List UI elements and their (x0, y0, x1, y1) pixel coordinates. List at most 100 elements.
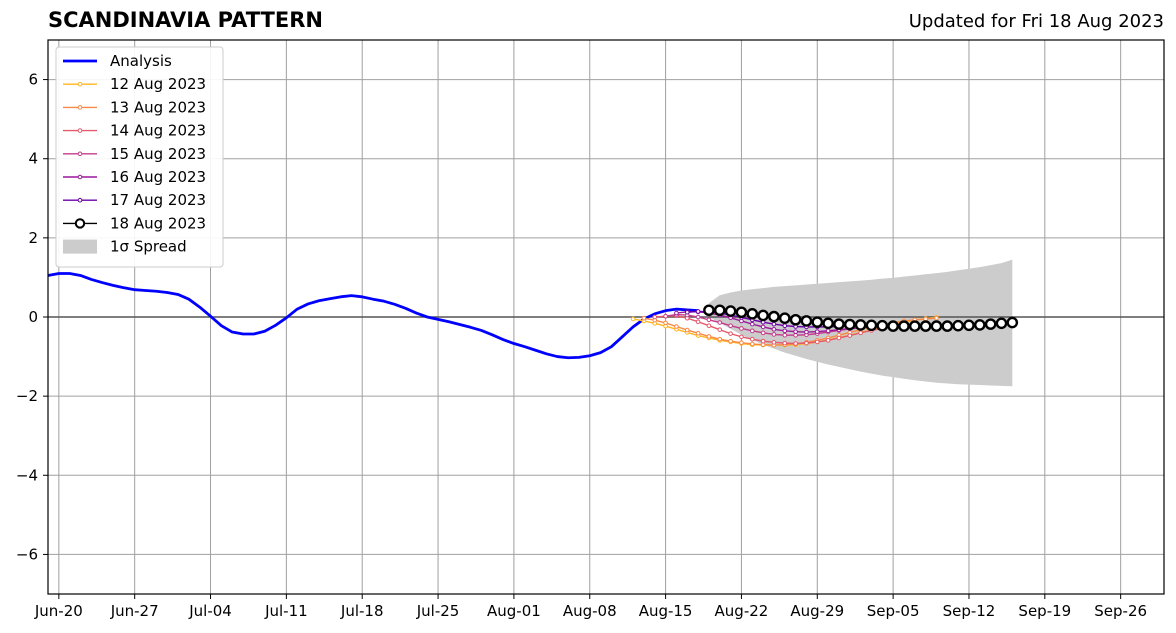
current-forecast-point (735, 306, 748, 319)
current-forecast-point (865, 319, 878, 332)
y-tick-label: 2 (28, 229, 38, 247)
current-forecast-point (984, 318, 997, 330)
forecast-point (782, 340, 788, 346)
current-forecast-point (789, 313, 802, 326)
forecast-point (663, 313, 668, 319)
current-forecast-point (822, 317, 834, 330)
legend-label: 13 Aug 2023 (110, 98, 206, 116)
forecast-point (760, 338, 766, 344)
legend-marker (77, 174, 83, 180)
current-forecast-point (713, 304, 726, 317)
current-forecast-point (952, 319, 964, 332)
forecast-point (858, 330, 863, 336)
forecast-point (695, 309, 701, 314)
x-tick-label: Jun-27 (110, 602, 159, 620)
forecast-point (674, 324, 679, 329)
forecast-point (706, 334, 712, 339)
forecast-point (728, 323, 733, 329)
legend-marker (77, 128, 83, 133)
forecast-point (771, 326, 777, 332)
current-forecast-point (800, 315, 813, 327)
forecast-point (923, 316, 928, 322)
forecast-point (739, 326, 744, 331)
y-axis-ticks: −6 −4 −2 0 2 4 6 (16, 71, 48, 563)
y-tick-label: 0 (28, 308, 38, 326)
forecast-point (804, 340, 809, 346)
x-axis-ticks: Jun-20 Jun-27 Jul-04 Jul-11 Jul-18 Jul-25 Aug-… (34, 594, 1147, 620)
current-forecast-point (963, 319, 975, 332)
current-forecast-point (898, 320, 910, 332)
x-tick-label: Jun-20 (34, 602, 83, 620)
forecast-point (836, 335, 842, 341)
forecast-point (739, 318, 744, 324)
current-forecast-point (724, 305, 737, 317)
forecast-point (814, 329, 820, 334)
forecast-point (793, 329, 798, 334)
legend-label: Analysis (110, 52, 172, 70)
forecast-point (793, 332, 798, 338)
current-forecast-point (811, 316, 824, 328)
y-tick-label: −6 (16, 545, 38, 563)
forecast-point (728, 338, 733, 344)
current-forecast-point (974, 319, 986, 331)
chart-title: SCANDINAVIA PATTERN (48, 8, 323, 32)
forecast-point (717, 336, 723, 342)
legend-marker (77, 105, 83, 110)
x-tick-label: Aug-08 (563, 602, 617, 620)
forecast-point (749, 321, 755, 327)
forecast-point (684, 327, 690, 333)
forecast-point (804, 329, 809, 335)
legend-label: 1σ Spread (110, 238, 187, 256)
legend-label: 18 Aug 2023 (110, 214, 206, 232)
x-tick-label: Aug-22 (715, 602, 769, 620)
forecast-point (717, 320, 723, 325)
current-forecast-point (843, 318, 856, 331)
legend-marker (77, 197, 83, 203)
legend-label: 17 Aug 2023 (110, 191, 206, 209)
forecast-point (717, 327, 723, 332)
current-forecast-series (703, 304, 1019, 332)
current-forecast-point (941, 320, 954, 332)
forecast-point (684, 309, 690, 315)
forecast-point (760, 324, 766, 330)
current-forecast-point (768, 310, 780, 323)
legend-marker (77, 81, 83, 87)
forecast-point (695, 319, 701, 325)
current-forecast-point (876, 319, 889, 332)
legend-box (55, 46, 224, 268)
forecast-point (847, 333, 853, 338)
forecast-point (695, 314, 701, 320)
legend: Analysis 12 Aug 2023 13 Aug 2023 14 Aug 202… (55, 46, 224, 268)
legend-marker (77, 151, 83, 157)
forecast-point (630, 316, 636, 322)
legend-label: 14 Aug 2023 (110, 122, 206, 140)
x-tick-label: Aug-29 (790, 602, 844, 620)
forecast-point (749, 336, 755, 342)
forecast-point (771, 321, 777, 327)
forecast-point (782, 328, 788, 334)
forecast-point (706, 317, 712, 323)
current-forecast-point (757, 309, 769, 322)
current-forecast-point (995, 317, 1008, 330)
x-tick-label: Sep-05 (867, 602, 920, 620)
forecast-point (749, 328, 755, 334)
forecast-point (771, 340, 777, 345)
current-forecast-point (833, 318, 845, 330)
x-tick-label: Jul-25 (416, 602, 460, 620)
current-forecast-point (778, 312, 791, 324)
forecast-point (706, 323, 712, 329)
forecast-point (934, 315, 939, 321)
forecast-point (793, 341, 798, 346)
forecast-point (760, 330, 766, 336)
x-tick-label: Aug-01 (487, 602, 541, 620)
forecast-point (695, 330, 701, 336)
forecast-point (814, 339, 820, 345)
x-tick-label: Jul-18 (340, 602, 384, 620)
current-forecast-point (908, 320, 921, 332)
y-tick-label: −4 (16, 466, 38, 484)
forecast-point (825, 328, 831, 334)
current-forecast-point (930, 320, 943, 332)
forecast-point (652, 314, 658, 320)
y-tick-label: −2 (16, 387, 38, 405)
current-forecast-point (746, 308, 759, 320)
